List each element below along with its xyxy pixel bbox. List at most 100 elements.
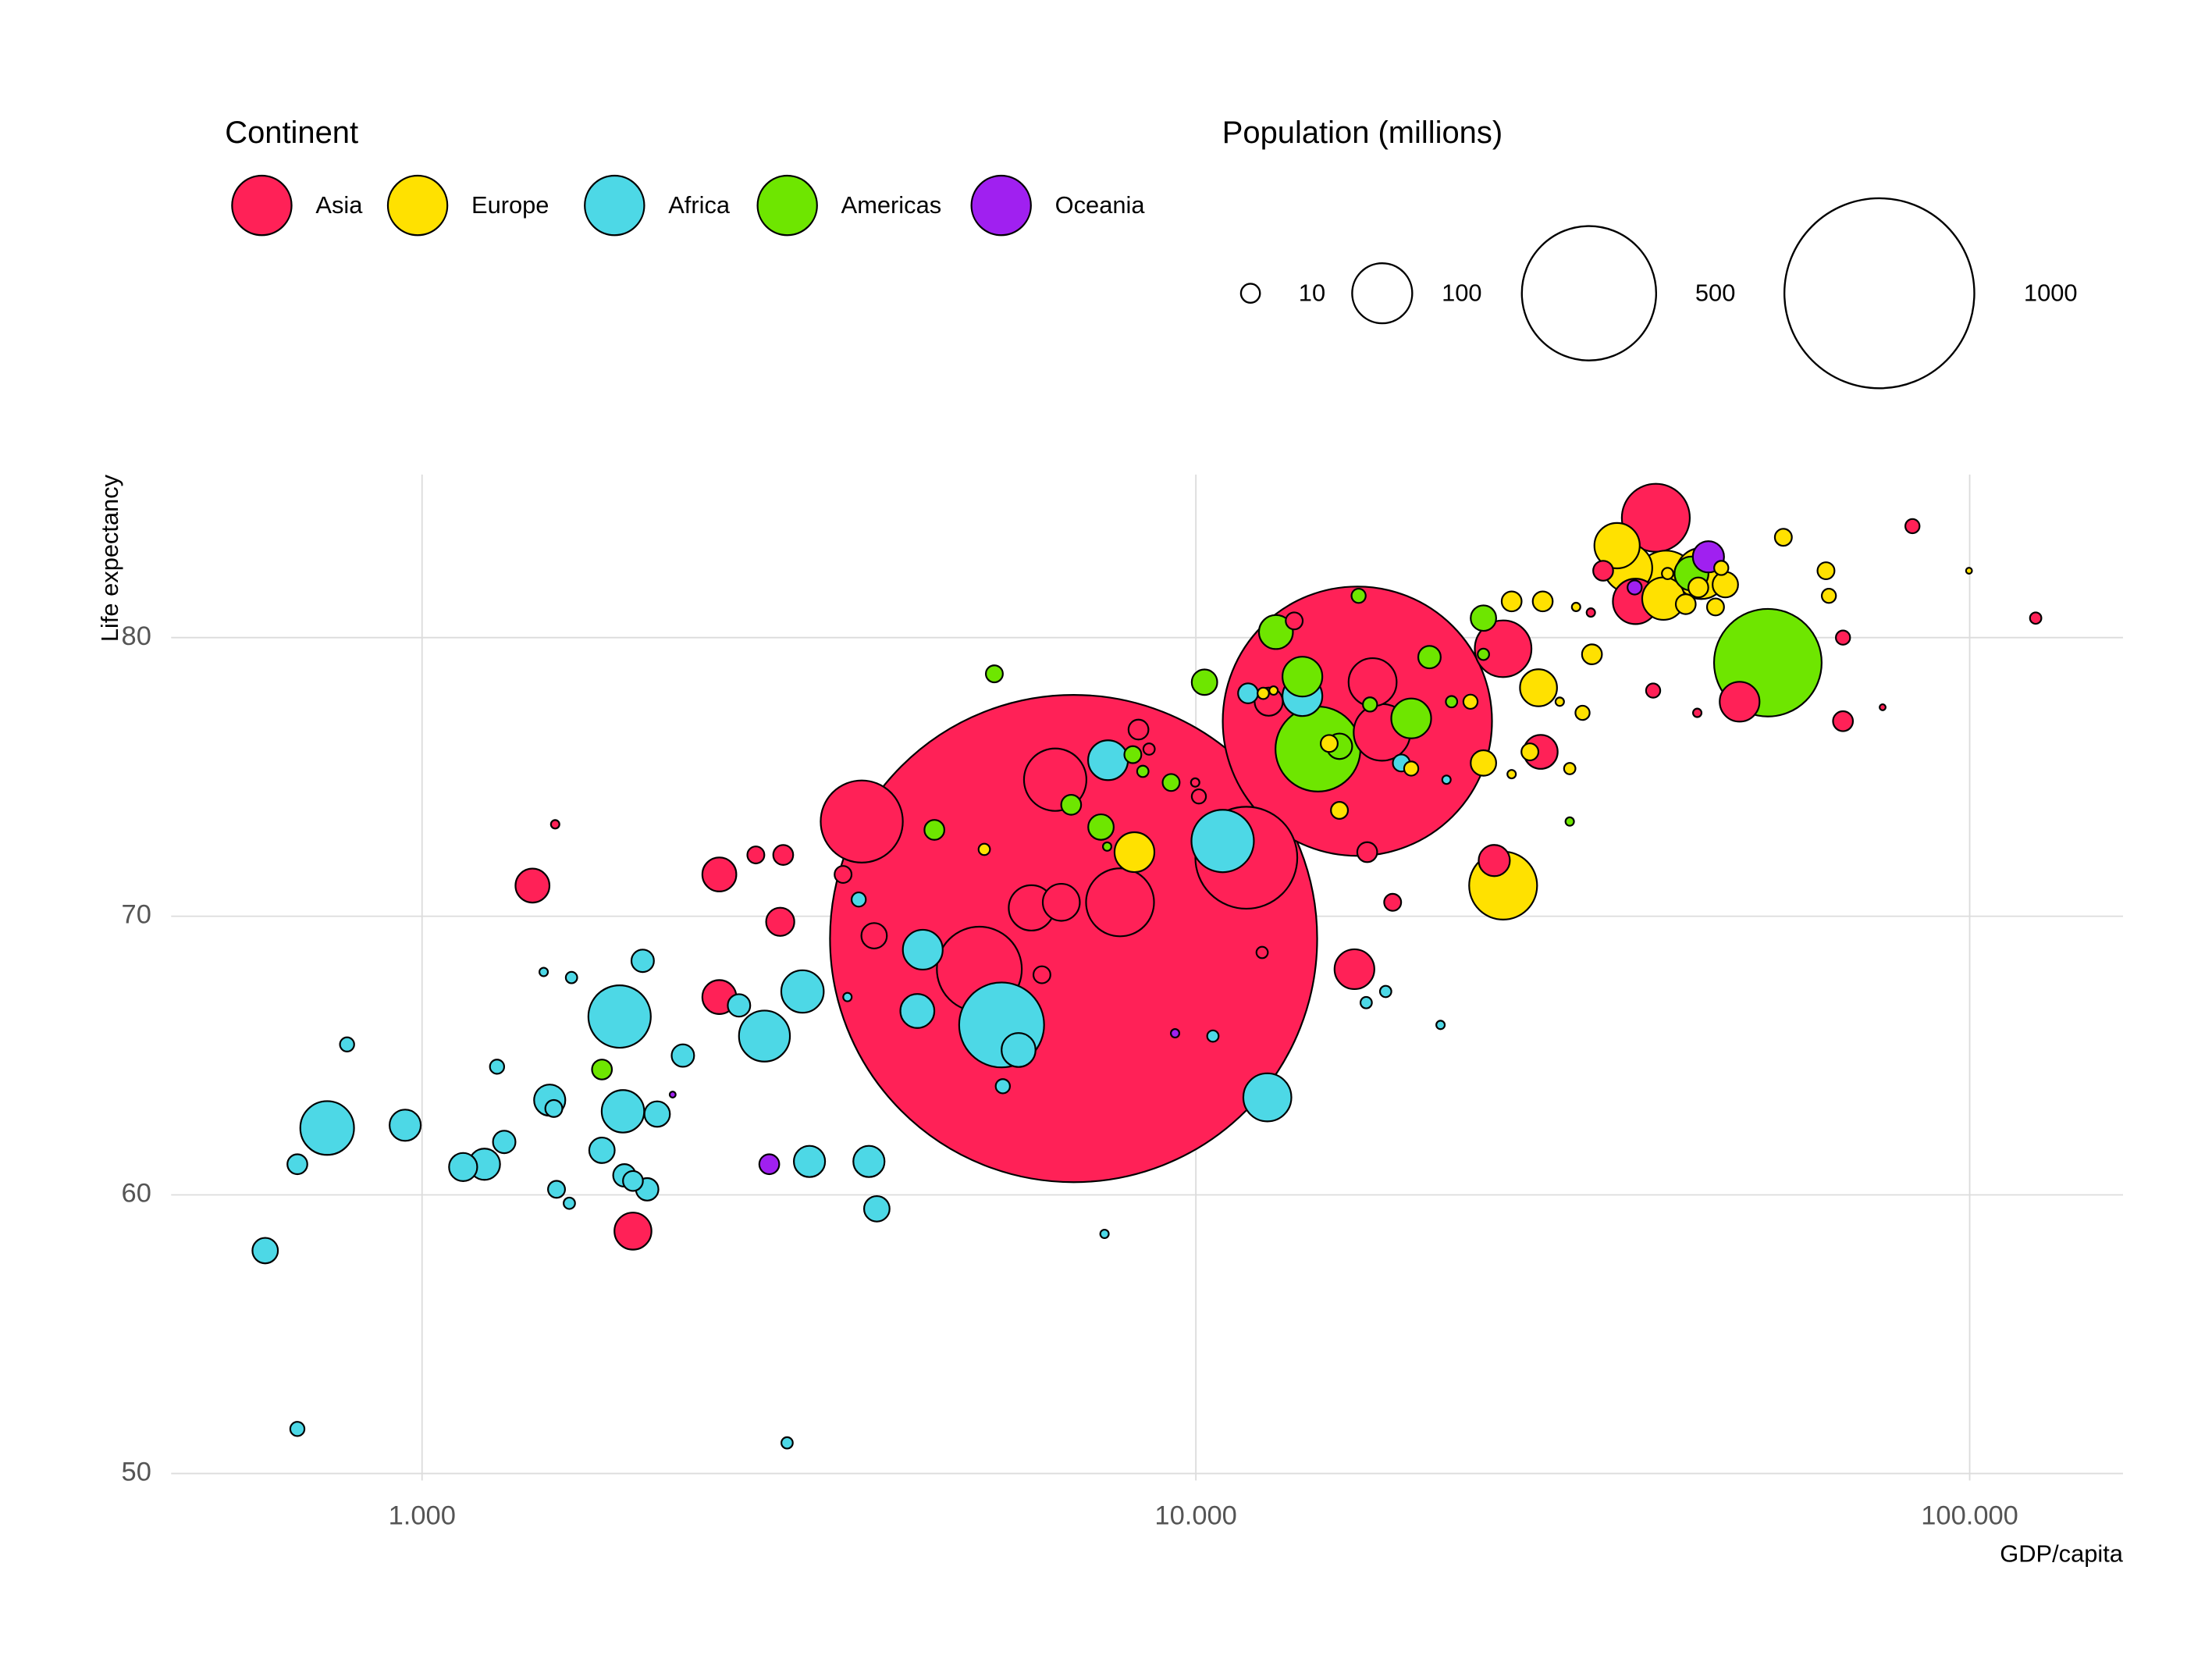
bubble bbox=[984, 664, 1004, 684]
bubble bbox=[339, 1036, 355, 1052]
bubble bbox=[1169, 1027, 1181, 1039]
size-legend-marker bbox=[1351, 262, 1414, 325]
bubble bbox=[1282, 656, 1324, 698]
legend-label: Americas bbox=[841, 191, 941, 219]
bubble bbox=[1687, 576, 1709, 599]
bubble bbox=[1268, 685, 1279, 696]
bubble bbox=[1237, 682, 1259, 704]
bubble bbox=[923, 819, 945, 841]
legend-label: Oceania bbox=[1055, 191, 1146, 219]
bubble bbox=[1832, 710, 1855, 732]
bubble bbox=[1570, 601, 1581, 612]
bubble bbox=[1190, 777, 1200, 788]
bubble bbox=[1661, 567, 1674, 581]
bubble bbox=[820, 779, 904, 863]
bubble bbox=[1350, 587, 1367, 604]
bubble bbox=[591, 1059, 613, 1080]
bubble bbox=[1500, 590, 1523, 613]
bubble bbox=[1564, 816, 1575, 827]
legend-marker bbox=[386, 174, 449, 237]
bubble bbox=[1206, 1029, 1220, 1043]
x-axis-label: GDP/capita bbox=[2000, 1540, 2123, 1568]
bubble bbox=[600, 1089, 645, 1134]
y-tick-label: 50 bbox=[122, 1458, 151, 1487]
bubble bbox=[668, 1091, 677, 1098]
bubble bbox=[1574, 704, 1591, 721]
bubble bbox=[1060, 794, 1083, 816]
bubble bbox=[670, 1043, 695, 1068]
bubble bbox=[860, 922, 888, 950]
bubble bbox=[514, 867, 551, 904]
bubble bbox=[1086, 739, 1129, 781]
bubble bbox=[1445, 695, 1459, 709]
bubble bbox=[1563, 762, 1577, 775]
bubble bbox=[977, 842, 991, 856]
bubble bbox=[852, 1145, 886, 1178]
bubble bbox=[1333, 948, 1375, 991]
bubble bbox=[1032, 965, 1051, 984]
bubble bbox=[1593, 522, 1641, 570]
size-legend-marker bbox=[1520, 225, 1658, 361]
bubble bbox=[781, 1436, 794, 1450]
legend-marker bbox=[584, 174, 645, 237]
bubble bbox=[547, 1180, 566, 1199]
bubble bbox=[1692, 707, 1703, 718]
bubble bbox=[772, 844, 795, 866]
size-legend-marker bbox=[1783, 197, 1976, 390]
bubble bbox=[492, 1130, 517, 1155]
bubble bbox=[1356, 841, 1378, 863]
bubble bbox=[1719, 681, 1761, 723]
bubble bbox=[2029, 611, 2043, 625]
size-legend-label: 100 bbox=[1442, 279, 1481, 307]
bubble bbox=[1190, 668, 1218, 696]
bubble bbox=[1403, 760, 1420, 777]
bubble bbox=[1378, 984, 1392, 999]
bubble bbox=[1085, 867, 1155, 938]
bubble bbox=[448, 1152, 478, 1182]
size-legend-title: Population (millions) bbox=[1222, 116, 1503, 150]
bubble bbox=[1383, 892, 1403, 912]
bubble bbox=[862, 1194, 891, 1223]
bubble bbox=[738, 1009, 791, 1063]
bubble bbox=[1581, 643, 1603, 665]
bubble bbox=[834, 865, 853, 885]
bubble bbox=[588, 1137, 616, 1164]
x-tick-label: 1.000 bbox=[389, 1501, 456, 1531]
bubble bbox=[1123, 745, 1143, 764]
bubble bbox=[1904, 518, 1921, 535]
bubble bbox=[1674, 593, 1697, 615]
legend-label: Europe bbox=[471, 191, 549, 219]
bubble bbox=[1435, 1020, 1446, 1031]
bubble bbox=[489, 1059, 506, 1075]
bubble bbox=[1470, 749, 1497, 777]
bubble bbox=[1390, 697, 1432, 739]
bubble bbox=[1477, 647, 1490, 661]
legend-marker bbox=[231, 174, 293, 237]
bubble bbox=[1099, 1228, 1110, 1240]
bubble bbox=[622, 1169, 644, 1192]
bubble bbox=[1585, 607, 1596, 618]
bubble bbox=[286, 1153, 308, 1176]
bubble bbox=[1470, 604, 1497, 632]
bubble bbox=[1257, 686, 1270, 700]
bubble bbox=[899, 993, 936, 1029]
bubble bbox=[765, 906, 795, 937]
bubble bbox=[251, 1237, 279, 1265]
bubble bbox=[1531, 590, 1554, 613]
bubble bbox=[1645, 682, 1662, 699]
bubble bbox=[1113, 831, 1156, 874]
bubble bbox=[1773, 528, 1793, 547]
y-axis-label: Life expectancy bbox=[96, 474, 123, 642]
bubble bbox=[613, 1212, 653, 1251]
bubble bbox=[1001, 1032, 1037, 1068]
bubble bbox=[1142, 742, 1156, 756]
bubble bbox=[1359, 995, 1373, 1009]
bubble bbox=[1041, 882, 1081, 922]
bubble bbox=[1101, 841, 1113, 852]
bubble bbox=[643, 1100, 671, 1128]
bubble bbox=[1705, 597, 1725, 617]
bubble bbox=[1474, 619, 1533, 678]
legend-marker bbox=[756, 174, 818, 237]
bubble bbox=[1087, 813, 1115, 841]
bubble bbox=[1136, 764, 1150, 778]
